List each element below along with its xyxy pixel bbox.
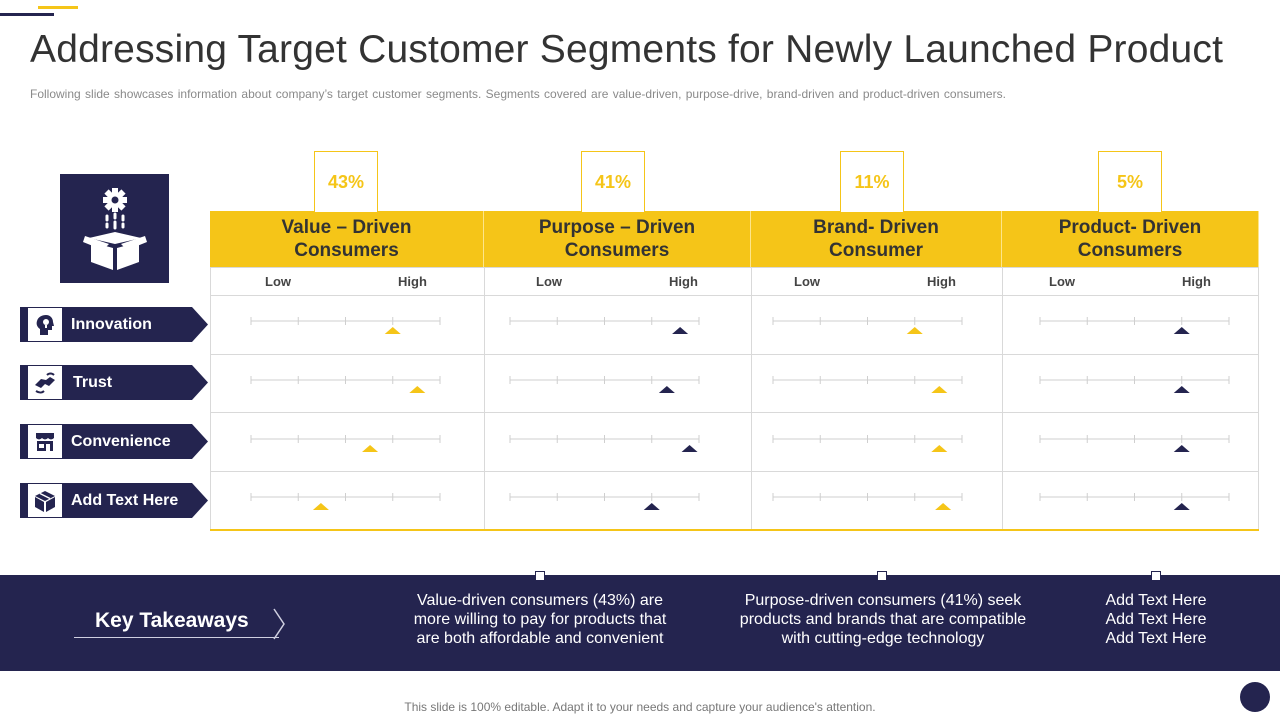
grid-line [210,295,1259,296]
takeaway-marker [877,571,887,581]
segment-header-label: Value – Driven Consumers [281,217,412,261]
segment-header-label: Product- Driven Consumers [1058,217,1202,261]
rating-marker [906,327,923,334]
key-takeaways-label: Key Takeaways [95,609,249,632]
cube-icon [27,483,63,518]
takeaway-text: Value-driven consumers (43%) are more wi… [413,592,667,647]
corner-dot [1240,682,1270,712]
lightbulb-head-icon [27,307,63,342]
row-label: Convenience [71,433,171,450]
product-launch-icon-box [60,174,169,283]
footer-note: This slide is 100% editable. Adapt it to… [404,700,876,714]
rating-marker [658,386,675,393]
takeaway-text: Purpose-driven consumers (41%) seek prod… [739,592,1027,647]
takeaway-marker [1151,571,1161,581]
segment-header-label: Purpose – Driven Consumers [538,217,696,261]
grid-line [210,354,1259,355]
scale-low-label: Low [1049,274,1075,289]
page-subtitle: Following slide showcases information ab… [30,87,1006,101]
segment-header-brand: Brand- Driven Consumer [751,211,1002,267]
scale-low-label: Low [794,274,820,289]
page-title: Addressing Target Customer Segments for … [30,28,1224,71]
grid-line [1002,267,1003,530]
accent-bar-navy [0,13,54,16]
gear-box-icon [82,187,147,270]
scale-low-label: Low [536,274,562,289]
row-tag-convenience: Convenience [20,424,208,459]
row-label: Innovation [71,316,152,333]
segment-percent-purpose: 41% [581,151,645,213]
grid-line [484,267,485,530]
chevron-right-icon [273,608,285,640]
segment-header-purpose: Purpose – Driven Consumers [484,211,751,267]
segment-percent-value: 43% [314,151,378,213]
segment-percent-brand: 11% [840,151,904,213]
scale-high-label: High [927,274,956,289]
rating-marker [362,445,379,452]
scale-high-label: High [1182,274,1211,289]
row-tag-innovation: Innovation [20,307,208,342]
rating-marker [931,445,948,452]
rating-marker [312,503,329,510]
takeaway-marker [535,571,545,581]
rating-marker [1173,445,1190,452]
key-takeaways-underline [74,637,279,638]
grid-line [210,267,211,530]
rating-marker [409,386,426,393]
segment-header-value: Value – Driven Consumers [210,211,484,267]
grid-line [1258,267,1259,530]
store-icon [27,424,63,459]
row-label: Add Text Here [71,492,179,509]
rating-marker [1173,327,1190,334]
segment-header-label: Brand- Driven Consumer [813,217,939,261]
accent-bar-yellow [38,6,78,9]
scale-low-label: Low [265,274,291,289]
grid-line [210,471,1259,472]
row-tag-trust: Trust [20,365,208,400]
takeaway-text: Add Text Here Add Text Here Add Text Her… [1105,592,1207,647]
key-takeaways-band [0,575,1280,671]
segment-percent-product: 5% [1098,151,1162,213]
handshake-icon [27,365,63,400]
rating-marker [931,386,948,393]
scale-high-label: High [398,274,427,289]
grid-line [210,267,1259,268]
segment-header-product: Product- Driven Consumers [1002,211,1259,267]
row-label: Trust [73,374,113,391]
scale-high-label: High [669,274,698,289]
rating-marker [1173,386,1190,393]
rating-marker [672,327,689,334]
rating-marker [681,445,698,452]
grid-line [210,412,1259,413]
row-tag-add-text: Add Text Here [20,483,208,518]
rating-marker [384,327,401,334]
rating-marker [1173,503,1190,510]
grid-line [751,267,752,530]
table-bottom-rule [210,529,1259,531]
rating-marker [643,503,660,510]
rating-marker [935,503,952,510]
